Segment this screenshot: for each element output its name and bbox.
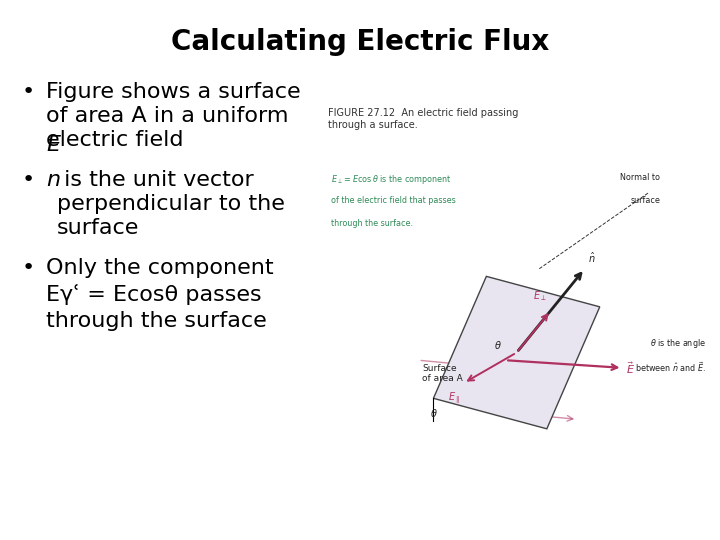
Polygon shape (433, 276, 600, 429)
Text: is the unit vector
perpendicular to the
surface: is the unit vector perpendicular to the … (57, 170, 285, 238)
Text: Eγʿ = Ecosθ passes: Eγʿ = Ecosθ passes (46, 284, 261, 305)
Text: $\theta$: $\theta$ (494, 339, 502, 351)
Text: $E_\perp = E\cos\theta$ is the component: $E_\perp = E\cos\theta$ is the component (331, 173, 451, 186)
Text: Calculating Electric Flux: Calculating Electric Flux (171, 28, 549, 56)
Text: surface: surface (631, 197, 660, 205)
Text: $\vec{E}$: $\vec{E}$ (626, 360, 635, 376)
Text: E: E (46, 135, 60, 155)
Text: $E_{\parallel}$: $E_{\parallel}$ (448, 391, 460, 407)
Text: •: • (22, 82, 35, 102)
Text: Figure shows a surface
of area A in a uniform
electric field: Figure shows a surface of area A in a un… (46, 82, 301, 150)
Text: Only the component: Only the component (46, 258, 274, 278)
Text: $\hat{n}$: $\hat{n}$ (588, 251, 596, 265)
Text: •: • (22, 170, 35, 190)
Text: $\theta$ is the angle: $\theta$ is the angle (649, 338, 706, 350)
Text: n: n (46, 170, 60, 190)
Text: $\theta$: $\theta$ (430, 407, 438, 420)
Text: $E_{\perp}$: $E_{\perp}$ (533, 289, 547, 303)
Text: Surface
of area A: Surface of area A (422, 363, 463, 383)
Text: through the surface: through the surface (46, 311, 266, 331)
Text: between $\hat{n}$ and $\vec{E}$.: between $\hat{n}$ and $\vec{E}$. (634, 360, 706, 374)
Text: FIGURE 27.12  An electric field passing
through a surface.: FIGURE 27.12 An electric field passing t… (328, 108, 518, 130)
Text: •: • (22, 258, 35, 278)
Text: Normal to: Normal to (620, 173, 660, 183)
Text: of the electric field that passes: of the electric field that passes (331, 197, 456, 205)
Text: through the surface.: through the surface. (331, 219, 413, 228)
